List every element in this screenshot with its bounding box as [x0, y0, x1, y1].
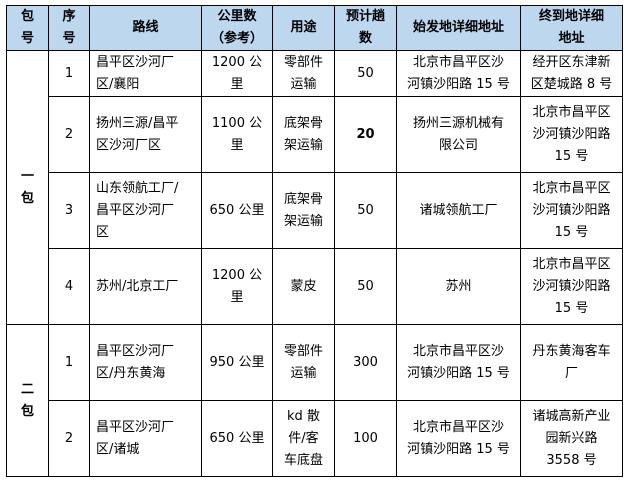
cell-dest: 北京市昌平区 沙河镇沙阳路 15 号: [520, 248, 623, 325]
cell-use: 零部件 运输: [272, 50, 335, 97]
table-row: 二 包 1 昌平区沙河厂 区/丹东黄海 950 公里 零部件 运输 300 北京市昌平区沙 …: [6, 324, 623, 477]
cell-origin: 扬州三源机械有 限公司: [396, 96, 521, 173]
header-package: 包 号: [6, 5, 49, 51]
package-label: 二 包: [6, 324, 49, 477]
table-row: 2 昌平区沙河厂 区/诸城 650 公里 kd 散 件/客 车底盘 100 北京市昌平区沙…: [7, 400, 623, 477]
header-trips: 预计趟 数: [334, 5, 397, 51]
cell-use: 底架骨 架运输: [272, 172, 335, 249]
cell-route: 扬州三源/昌平 区沙河厂区: [89, 96, 202, 173]
cell-trips: 50: [334, 248, 397, 325]
cell-km: 950 公里: [201, 324, 273, 401]
cell-trips: 20: [334, 96, 397, 173]
cell-km: 1200 公 里: [201, 248, 273, 325]
cell-trips: 50: [334, 172, 397, 249]
cell-dest: 北京市昌平区 沙河镇沙阳路 15 号: [520, 172, 623, 249]
cell-seq: 4: [48, 248, 90, 325]
header-km: 公里数 （参考）: [201, 5, 273, 51]
header-use: 用途: [272, 5, 335, 51]
cell-route: 昌平区沙河厂 区/诸城: [89, 400, 202, 477]
cell-seq: 2: [48, 400, 90, 477]
header-seq: 序 号: [48, 5, 90, 51]
cell-use: 底架骨 架运输: [272, 96, 335, 173]
cell-dest: 丹东黄海客车 厂: [520, 324, 623, 401]
table-row: 一 包 1 昌平区沙河厂 区/襄阳 1200 公 里零部件 运输 50 北京市昌平区沙 河…: [6, 50, 623, 325]
cell-km: 1100 公 里: [201, 96, 273, 173]
cell-origin: 诸城领航工厂: [396, 172, 521, 249]
cell-use: 零部件 运输: [272, 324, 335, 401]
cell-seq: 1: [48, 50, 90, 97]
cell-seq: 3: [48, 172, 90, 249]
table-row: 4 苏州/北京工厂 1200 公 里蒙皮 50 苏州 北京市昌平区 沙河镇沙阳路 15 号: [7, 248, 623, 325]
table-row: 3 山东领航工厂/ 昌平区沙河厂 区 650 公里 底架骨 架运输 50 诸城领航工厂 北京…: [7, 172, 623, 249]
cell-trips: 50: [334, 50, 397, 97]
header-row: 包 号 序 号 路线 公里数 （参考） 用途 预计趟 数 始发地详细地址 终到地…: [6, 5, 623, 51]
cell-trips: 300: [334, 324, 397, 401]
cell-route: 苏州/北京工厂: [89, 248, 202, 325]
cell-km: 1200 公 里: [201, 50, 273, 97]
header-route: 路线: [89, 5, 202, 51]
cell-origin: 苏州: [396, 248, 521, 325]
cell-use: 蒙皮: [272, 248, 335, 325]
cell-route: 昌平区沙河厂 区/丹东黄海: [89, 324, 202, 401]
cell-trips: 100: [334, 400, 397, 477]
cell-dest: 经开区东津新 区楚城路 8 号: [520, 50, 623, 97]
cell-km: 650 公里: [201, 172, 273, 249]
cell-dest: 北京市昌平区 沙河镇沙阳路 15 号: [520, 96, 623, 173]
cell-route: 昌平区沙河厂 区/襄阳: [89, 50, 202, 97]
cell-use: kd 散 件/客 车底盘: [272, 400, 335, 477]
cell-route: 山东领航工厂/ 昌平区沙河厂 区: [89, 172, 202, 249]
header-origin: 始发地详细地址: [396, 5, 521, 51]
cell-km: 650 公里: [201, 400, 273, 477]
package-label: 一 包: [6, 50, 49, 325]
cell-origin: 北京市昌平区沙 河镇沙阳路 15 号: [396, 324, 521, 401]
table-row: 2 扬州三源/昌平 区沙河厂区 1100 公 里底架骨 架运输 20 扬州三源机械有 限…: [7, 96, 623, 173]
cell-origin: 北京市昌平区沙 河镇沙阳路 15 号: [396, 50, 521, 97]
header-dest: 终到地详细 地址: [520, 5, 623, 51]
cell-seq: 2: [48, 96, 90, 173]
route-table: 包 号 序 号 路线 公里数 （参考） 用途 预计趟 数 始发地详细地址 终到地…: [6, 5, 623, 477]
cell-dest: 诸城高新产业 园新兴路 3558 号: [520, 400, 623, 477]
cell-origin: 北京市昌平区沙 河镇沙阳路 15 号: [396, 400, 521, 477]
cell-seq: 1: [48, 324, 90, 401]
